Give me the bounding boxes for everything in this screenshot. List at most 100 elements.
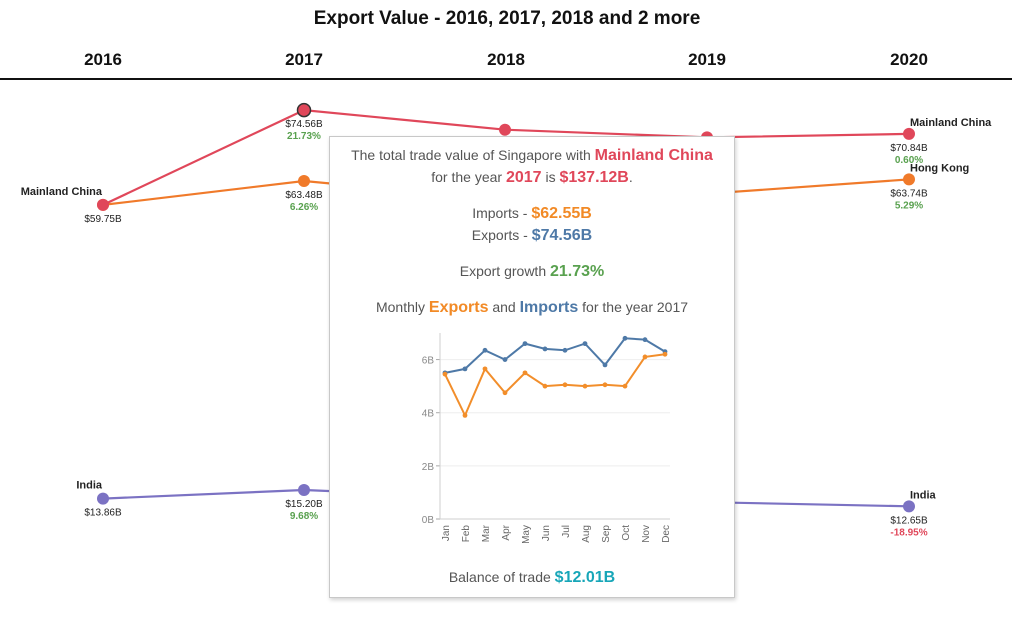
growth-label: 21.73% <box>287 131 321 142</box>
monthly-exports-word: Exports <box>428 299 489 316</box>
data-point <box>903 500 915 513</box>
monthly-point <box>522 370 528 376</box>
year-header-2016: 2016 <box>84 50 122 69</box>
monthly-point <box>502 357 508 362</box>
x-tick-label: Oct <box>621 525 632 541</box>
monthly-point <box>542 346 548 352</box>
x-tick-label: Sep <box>601 525 612 543</box>
tooltip-total: $137.12B <box>559 169 629 186</box>
monthly-point <box>562 347 568 353</box>
tooltip-text: and <box>492 299 516 315</box>
value-label: $74.56B <box>285 119 323 130</box>
year-header-2019: 2019 <box>688 50 726 69</box>
value-label: $63.48B <box>285 190 323 201</box>
year-header-2017: 2017 <box>285 50 323 69</box>
monthly-point <box>642 354 648 360</box>
series-label-right: Hong Kong <box>910 162 969 174</box>
y-tick-label: 6B <box>422 356 435 367</box>
data-point <box>97 198 109 211</box>
tooltip-text: . <box>628 169 633 185</box>
monthly-point <box>622 383 628 389</box>
x-tick-label: May <box>521 525 532 544</box>
tooltip-imports: Imports - $62.55B <box>330 205 734 223</box>
monthly-point <box>602 362 608 368</box>
x-tick-label: Apr <box>501 524 512 540</box>
monthly-point <box>462 412 468 418</box>
tooltip-text: for the year <box>431 169 503 185</box>
monthly-point <box>522 341 528 347</box>
growth-label: 0.60% <box>895 155 923 166</box>
growth-label: 6.26% <box>290 202 318 213</box>
monthly-point <box>482 366 488 372</box>
x-tick-label: Jan <box>441 525 452 541</box>
year-header-2020: 2020 <box>890 50 928 69</box>
monthly-point <box>562 382 568 388</box>
tooltip-text: Monthly <box>375 299 425 315</box>
monthly-point <box>482 347 488 353</box>
tooltip-partner: Mainland China <box>594 147 713 164</box>
chart-title: Export Value - 2016, 2017, 2018 and 2 mo… <box>313 8 701 29</box>
imports-value: $62.55B <box>531 205 592 222</box>
value-label: $13.86B <box>84 508 122 519</box>
series-label-right: India <box>910 489 937 501</box>
monthly-point <box>502 390 508 396</box>
value-label: $70.84B <box>890 143 928 154</box>
value-label: $63.74B <box>890 188 928 199</box>
series-label-right: Mainland China <box>910 117 992 129</box>
exports-value: $74.56B <box>531 227 593 244</box>
monthly-line-exports <box>444 337 666 374</box>
monthly-point <box>602 382 608 388</box>
data-point <box>298 484 310 497</box>
y-tick-label: 0B <box>422 515 435 526</box>
data-point <box>97 492 109 505</box>
x-tick-label: Feb <box>461 525 472 543</box>
series-label-left: Mainland China <box>21 186 103 198</box>
x-tick-label: Aug <box>581 525 592 543</box>
balance-label: Balance of trade <box>448 569 551 585</box>
data-point <box>903 127 915 140</box>
monthly-point <box>662 351 668 357</box>
growth-label: Export growth <box>459 263 547 279</box>
x-tick-label: Nov <box>641 525 652 543</box>
tooltip-exports: Exports - $74.56B <box>330 227 734 245</box>
monthly-trade-chart: 0B 2B 4B 6B Jan Feb Mar Apr May Jun Jul Aug Sep Oct No… <box>422 333 672 544</box>
value-label: $59.75B <box>84 214 122 225</box>
growth-label: 9.68% <box>290 511 318 522</box>
exports-label: Exports - <box>471 227 528 243</box>
monthly-point <box>582 341 588 347</box>
monthly-point <box>622 335 628 341</box>
growth-label: 5.29% <box>895 200 923 211</box>
balance-value: $12.01B <box>554 569 616 586</box>
tooltip-line-2: for the year 2017 is $137.12B. <box>330 169 734 187</box>
data-point <box>903 173 915 186</box>
imports-label: Imports - <box>472 205 528 221</box>
trade-tooltip: The total trade value of Singapore with … <box>329 136 735 598</box>
monthly-point <box>442 371 448 377</box>
growth-label: -18.95% <box>890 527 927 538</box>
data-point <box>499 123 511 136</box>
value-label: $15.20B <box>285 499 323 510</box>
tooltip-year: 2017 <box>505 169 542 186</box>
y-tick-label: 2B <box>422 462 435 473</box>
data-point <box>296 102 312 118</box>
x-tick-label: Mar <box>481 524 492 542</box>
monthly-imports-word: Imports <box>519 299 579 316</box>
y-tick-label: 4B <box>422 409 435 420</box>
tooltip-text: The total trade value of Singapore with <box>351 147 591 163</box>
tooltip-balance: Balance of trade $12.01B <box>330 569 734 587</box>
monthly-line-imports <box>444 353 666 418</box>
data-point <box>298 175 310 188</box>
growth-value: 21.73% <box>550 263 605 280</box>
tooltip-text: for the year 2017 <box>582 299 689 315</box>
monthly-chart-title: Monthly Exports and Imports for the year… <box>330 299 734 317</box>
header-divider <box>0 78 1012 80</box>
monthly-point <box>542 383 548 389</box>
tooltip-line-1: The total trade value of Singapore with … <box>330 147 734 165</box>
x-tick-label: Jul <box>561 525 572 538</box>
monthly-point <box>642 337 648 343</box>
x-tick-label: Jun <box>541 525 552 541</box>
tooltip-text: is <box>545 169 556 185</box>
monthly-point <box>582 383 588 389</box>
year-header-2018: 2018 <box>487 50 525 69</box>
tooltip-growth: Export growth 21.73% <box>330 263 734 281</box>
